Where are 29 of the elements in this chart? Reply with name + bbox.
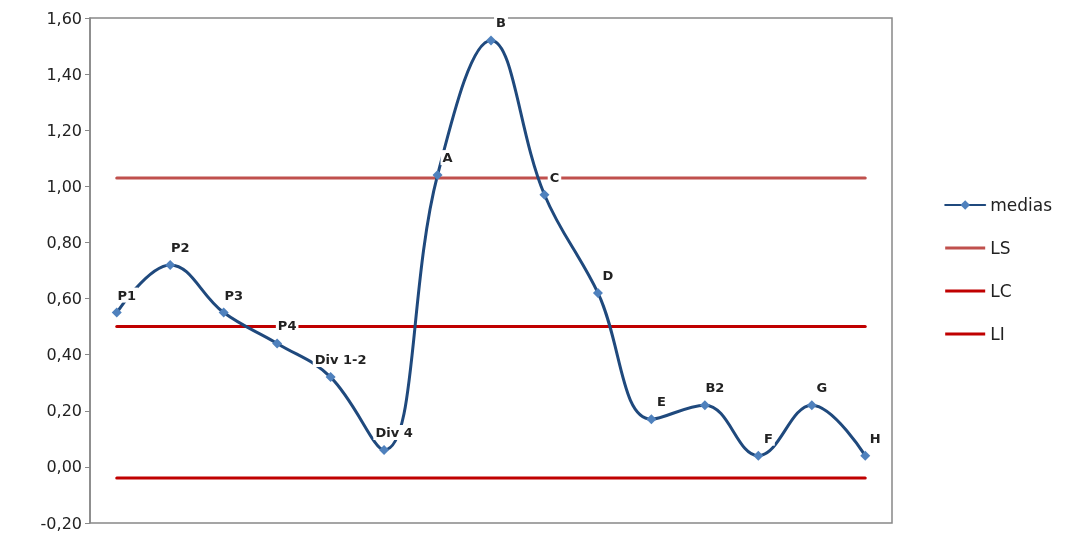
y-tick-label: 1,20 — [46, 120, 82, 140]
x-tick-label: D — [602, 267, 614, 283]
legend-label: medias — [990, 195, 1053, 215]
legend-label: LI — [990, 324, 1005, 344]
x-tick-label: P1 — [117, 287, 137, 303]
y-tick-label: 0,80 — [46, 232, 82, 252]
y-tick-label: 0,60 — [46, 289, 82, 309]
x-tick-label: Div 4 — [375, 425, 413, 441]
y-tick-label: 0,40 — [46, 345, 82, 365]
y-tick-label: 0,20 — [46, 401, 82, 421]
y-tick-label: 1,40 — [46, 64, 82, 84]
x-tick-label: B2 — [705, 380, 725, 396]
x-tick-label: Div 1-2 — [314, 352, 367, 368]
x-tick-label: H — [869, 430, 881, 446]
y-tick-label: 1,60 — [46, 8, 82, 28]
legend-label: LC — [990, 281, 1012, 301]
y-tick-label: 1,00 — [46, 176, 82, 196]
x-tick-label: P4 — [277, 318, 297, 334]
legend-label: LS — [990, 238, 1011, 258]
x-tick-label: E — [656, 394, 666, 410]
y-tick-label: -0,20 — [40, 513, 82, 533]
y-tick-label: 0,00 — [46, 457, 82, 477]
x-tick-label: P2 — [170, 239, 190, 255]
x-tick-label: F — [763, 430, 773, 446]
x-tick-label: A — [442, 150, 453, 166]
x-tick-label: G — [816, 380, 828, 396]
x-tick-label: P3 — [224, 287, 243, 303]
x-tick-label: B — [496, 15, 506, 31]
x-tick-label: C — [549, 169, 560, 185]
